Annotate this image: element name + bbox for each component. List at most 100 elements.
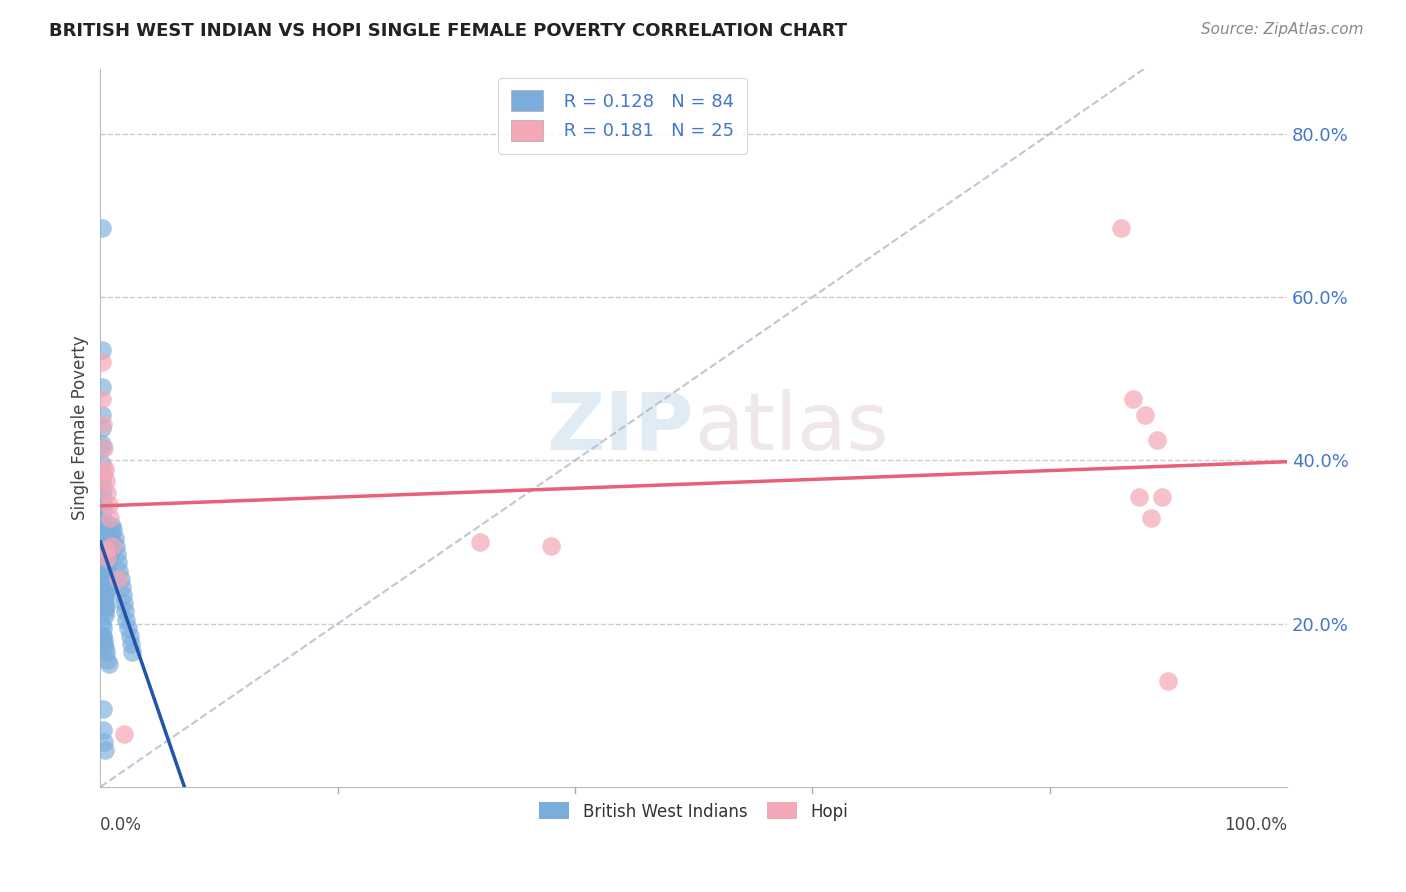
Point: [117, 621, 139, 635]
Point: [121, 645, 143, 659]
Point: [90, 474, 112, 488]
Point: [93, 551, 115, 566]
Point: [91, 482, 114, 496]
Point: [96, 584, 118, 599]
Point: [96, 486, 118, 500]
Point: [96, 543, 118, 558]
Point: [118, 629, 141, 643]
Point: [91, 417, 114, 431]
Point: [93, 556, 115, 570]
Point: [96, 535, 118, 549]
Point: [112, 727, 135, 741]
Point: [90, 458, 112, 472]
Point: [104, 531, 127, 545]
Point: [94, 596, 117, 610]
Text: BRITISH WEST INDIAN VS HOPI SINGLE FEMALE POVERTY CORRELATION CHART: BRITISH WEST INDIAN VS HOPI SINGLE FEMAL…: [49, 22, 848, 40]
Point: [93, 567, 115, 582]
Point: [91, 515, 114, 529]
Point: [90, 421, 112, 435]
Point: [1109, 220, 1132, 235]
Point: [94, 600, 117, 615]
Point: [90, 220, 112, 235]
Point: [94, 743, 117, 757]
Point: [93, 637, 115, 651]
Point: [94, 580, 117, 594]
Point: [96, 653, 118, 667]
Point: [111, 580, 134, 594]
Point: [96, 600, 118, 615]
Point: [90, 355, 112, 369]
Point: [105, 547, 128, 561]
Point: [91, 531, 114, 545]
Point: [96, 551, 118, 566]
Point: [97, 498, 120, 512]
Point: [90, 466, 112, 480]
Point: [91, 490, 114, 504]
Text: atlas: atlas: [693, 389, 889, 467]
Point: [101, 518, 124, 533]
Text: 100.0%: 100.0%: [1225, 815, 1286, 834]
Point: [91, 629, 114, 643]
Point: [1122, 392, 1144, 406]
Point: [96, 526, 118, 541]
Point: [1128, 490, 1150, 504]
Point: [90, 629, 112, 643]
Point: [96, 567, 118, 582]
Point: [540, 539, 562, 553]
Point: [94, 592, 117, 607]
Point: [96, 551, 118, 566]
Point: [96, 559, 118, 574]
Text: 0.0%: 0.0%: [100, 815, 142, 834]
Point: [94, 588, 117, 602]
Point: [115, 613, 138, 627]
Point: [100, 526, 122, 541]
Point: [90, 343, 112, 358]
Point: [97, 535, 120, 549]
Point: [93, 547, 115, 561]
Point: [100, 543, 122, 558]
Y-axis label: Single Female Poverty: Single Female Poverty: [72, 335, 89, 520]
Point: [91, 518, 114, 533]
Point: [90, 380, 112, 394]
Point: [101, 535, 124, 549]
Point: [114, 604, 136, 618]
Text: Source: ZipAtlas.com: Source: ZipAtlas.com: [1201, 22, 1364, 37]
Point: [94, 461, 117, 475]
Point: [110, 572, 132, 586]
Point: [1157, 673, 1180, 688]
Point: [108, 564, 131, 578]
Point: [90, 441, 112, 455]
Point: [1146, 433, 1168, 447]
Text: ZIP: ZIP: [547, 389, 693, 467]
Point: [111, 588, 134, 602]
Point: [120, 637, 142, 651]
Point: [93, 564, 115, 578]
Point: [1152, 490, 1174, 504]
Point: [90, 392, 112, 406]
Point: [90, 616, 112, 631]
Point: [101, 539, 124, 553]
Point: [104, 539, 127, 553]
Point: [91, 523, 114, 537]
Point: [93, 543, 115, 558]
Point: [96, 474, 118, 488]
Legend: British West Indians, Hopi: British West Indians, Hopi: [531, 794, 856, 829]
Point: [93, 466, 115, 480]
Point: [96, 645, 118, 659]
Point: [93, 441, 115, 455]
Point: [97, 657, 120, 672]
Point: [107, 572, 129, 586]
Point: [93, 632, 115, 647]
Point: [91, 510, 114, 524]
Point: [98, 510, 121, 524]
Point: [93, 539, 115, 553]
Point: [91, 498, 114, 512]
Point: [93, 735, 115, 749]
Point: [91, 526, 114, 541]
Point: [93, 575, 115, 590]
Point: [94, 584, 117, 599]
Point: [91, 723, 114, 737]
Point: [1133, 409, 1156, 423]
Point: [98, 535, 121, 549]
Point: [91, 502, 114, 516]
